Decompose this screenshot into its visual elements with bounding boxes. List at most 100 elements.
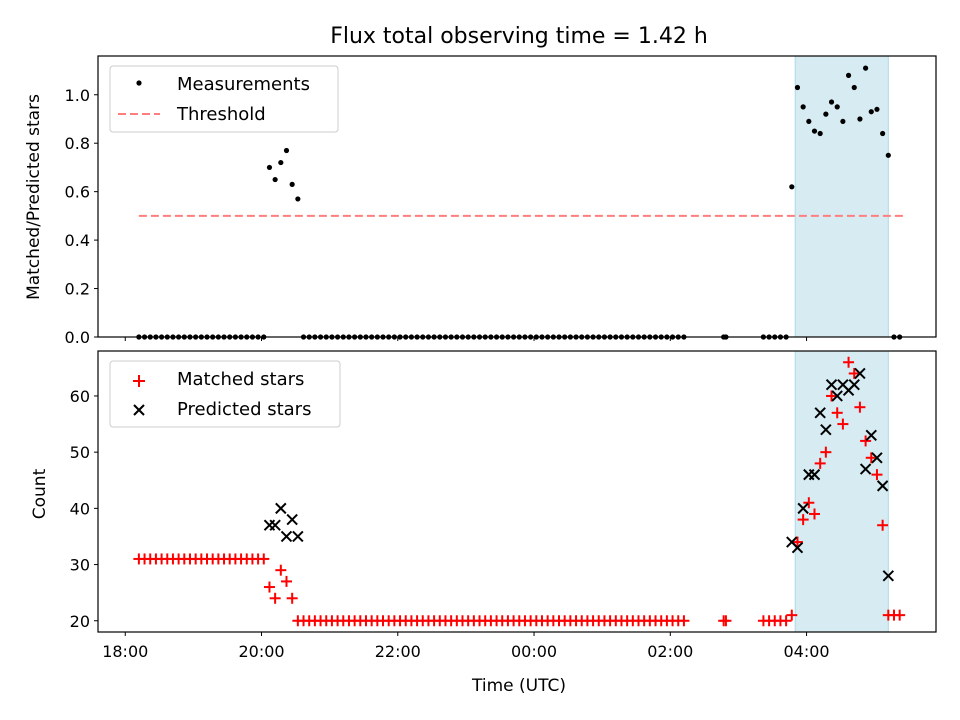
y-tick-label: 0.6 xyxy=(65,183,90,202)
matched-star-point xyxy=(871,469,883,481)
measurement-point xyxy=(828,99,835,105)
measurement-point xyxy=(817,130,823,137)
matched-star-point xyxy=(286,592,298,604)
matched-star-point xyxy=(837,418,849,430)
measurement-point xyxy=(800,104,806,110)
measurement-point xyxy=(857,116,863,122)
legend-matched-label: Matched stars xyxy=(177,369,304,390)
y-tick-label: 40 xyxy=(70,499,90,518)
predicted-star-stroke-b xyxy=(814,407,826,419)
top-legend-frame xyxy=(109,65,339,133)
legend-measurements-marker xyxy=(136,80,142,86)
x-tick-label: 02:00 xyxy=(647,642,693,661)
predicted-star-stroke-b xyxy=(854,367,866,380)
matched-star-point xyxy=(865,452,877,464)
matched-star-point xyxy=(275,564,287,576)
matched-star-point xyxy=(263,581,275,593)
predicted-star-stroke-b xyxy=(820,423,832,436)
predicted-star-stroke-b xyxy=(280,530,293,543)
bottom-legend-frame xyxy=(109,360,341,428)
matched-star-point xyxy=(678,615,690,627)
top-legend: Measurements Threshold xyxy=(109,65,339,133)
predicted-star-point xyxy=(808,468,821,481)
predicted-star-point xyxy=(871,452,883,464)
predicted-star-stroke-b xyxy=(871,452,883,464)
predicted-star-point xyxy=(865,429,877,442)
y-tick-label: 30 xyxy=(70,556,90,575)
measurement-point xyxy=(272,176,278,183)
matched-star-point xyxy=(860,435,872,447)
measurement-point xyxy=(834,104,840,110)
predicted-star-stroke-b xyxy=(859,463,872,475)
predicted-star-stroke-b xyxy=(786,536,798,548)
predicted-star-stroke-b xyxy=(831,390,843,402)
highlight-span xyxy=(795,351,889,632)
y-tick-label: 0.8 xyxy=(65,134,90,153)
measurement-point xyxy=(266,164,273,171)
predicted-star-point xyxy=(280,530,293,543)
legend-predicted-marker xyxy=(133,404,145,416)
matched-star-point xyxy=(797,514,809,526)
x-tick-label: 18:00 xyxy=(102,642,148,661)
measurement-point xyxy=(283,147,290,154)
y-tick-label: 1.0 xyxy=(65,86,90,105)
matched-star-point xyxy=(820,446,832,458)
axes-frame xyxy=(97,55,937,338)
measurement-point xyxy=(868,109,874,115)
y-tick-label: 50 xyxy=(70,443,90,462)
x-tick-label: 20:00 xyxy=(238,642,284,661)
highlight-span xyxy=(795,56,889,337)
x-axis-label: Time (UTC) xyxy=(471,676,566,696)
y-tick-label: 0.2 xyxy=(65,280,90,299)
y-tick-label: 0.4 xyxy=(65,231,90,250)
series-measurements xyxy=(136,65,903,340)
series-matched-stars xyxy=(133,356,906,627)
predicted-star-stroke-b xyxy=(791,541,804,554)
predicted-star-stroke-b xyxy=(837,379,849,391)
bottom-panel: 20 30 40 50 60 18:00 20:00 22:00 00:00 02:00 04:00 xyxy=(70,350,937,661)
matched-star-point xyxy=(791,536,803,548)
predicted-star-stroke-b xyxy=(882,570,895,582)
predicted-star-point xyxy=(859,463,872,475)
x-tick-label: 22:00 xyxy=(375,642,421,661)
measurement-point xyxy=(851,84,857,91)
chart-title: Flux total observing time = 1.42 h xyxy=(330,24,708,49)
matched-star-point xyxy=(269,592,281,604)
predicted-star-point xyxy=(825,379,838,391)
matched-star-point xyxy=(280,575,292,587)
matched-star-point xyxy=(786,609,798,621)
predicted-star-point xyxy=(797,502,809,515)
legend-threshold-label: Threshold xyxy=(176,104,266,125)
predicted-star-point xyxy=(275,502,287,515)
matched-star-point xyxy=(831,407,843,419)
matched-star-point xyxy=(854,401,866,413)
measurement-point xyxy=(823,111,829,117)
matched-star-point xyxy=(894,609,906,621)
x-tick-label: 04:00 xyxy=(783,642,829,661)
predicted-star-point xyxy=(876,480,889,492)
matched-star-point xyxy=(843,356,855,368)
predicted-star-stroke-b xyxy=(876,480,889,492)
matched-star-point xyxy=(877,519,889,531)
measurement-point xyxy=(278,159,284,166)
measurement-point xyxy=(840,118,846,125)
legend-measurements-label: Measurements xyxy=(177,74,310,95)
measurement-point xyxy=(789,184,795,190)
measurement-point xyxy=(806,118,812,125)
measurement-point xyxy=(845,72,852,78)
predicted-star-point xyxy=(854,367,866,380)
predicted-star-stroke-b xyxy=(848,379,860,391)
top-panel: 0.0 0.2 0.4 0.6 0.8 1.0 xyxy=(65,55,937,347)
matched-star-point xyxy=(809,508,821,520)
matched-star-point xyxy=(814,457,826,469)
y-tick-label: 20 xyxy=(70,612,90,631)
measurement-point xyxy=(862,65,869,71)
matched-star-point xyxy=(258,553,270,565)
predicted-star-stroke-b xyxy=(808,468,821,481)
predicted-star-point xyxy=(292,530,304,543)
y-tick-label: 60 xyxy=(70,387,90,406)
series-predicted-stars xyxy=(263,367,895,582)
predicted-star-point xyxy=(820,423,832,436)
measurement-point xyxy=(874,106,880,112)
